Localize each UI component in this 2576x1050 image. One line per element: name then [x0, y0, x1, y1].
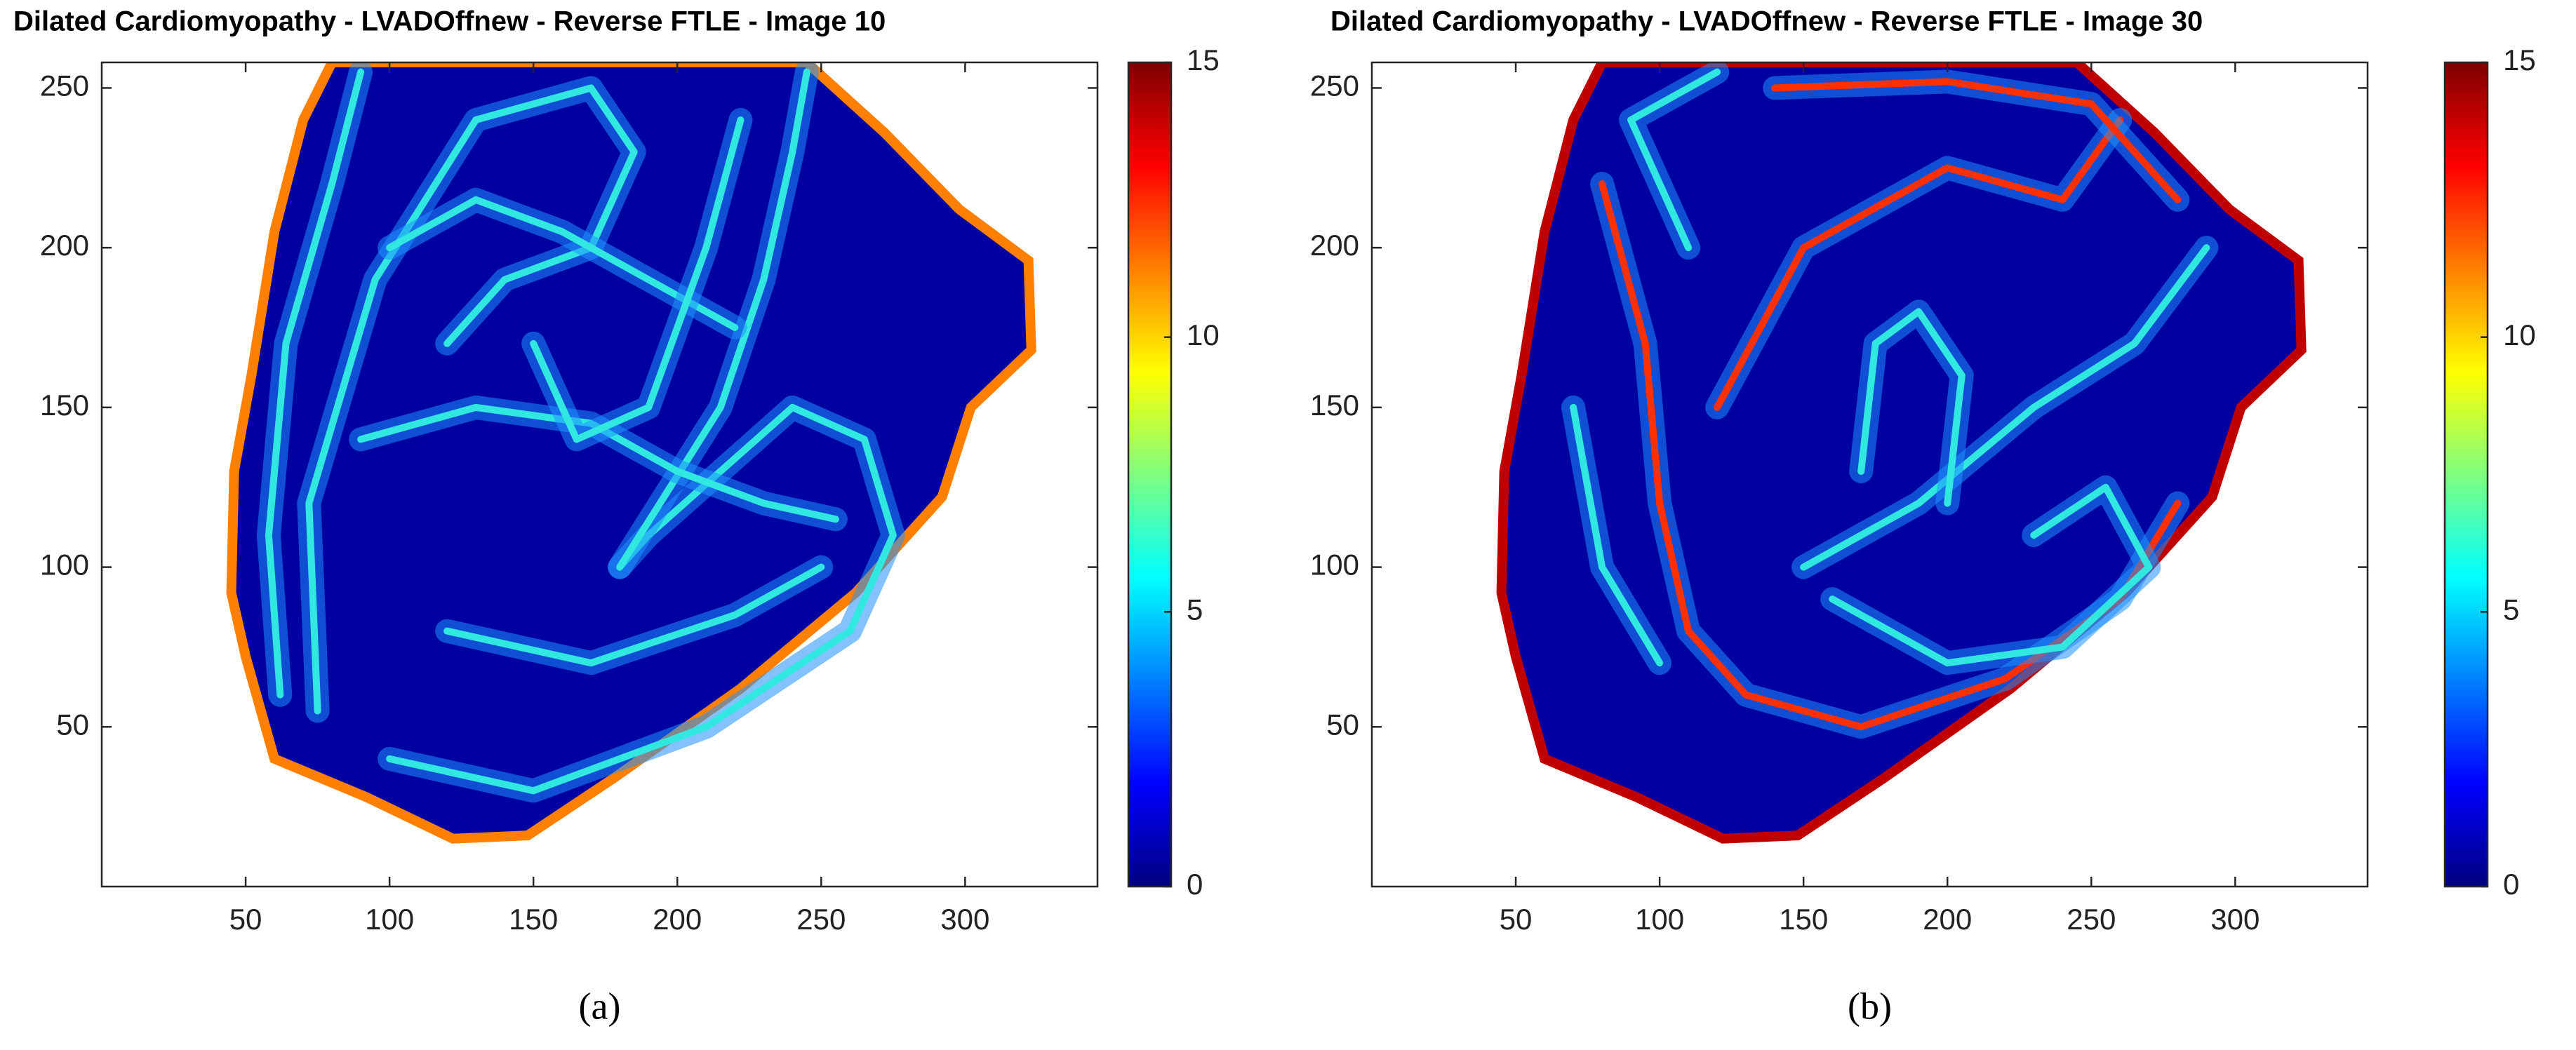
field-streak — [443, 563, 825, 667]
colorbar-tick-label: 15 — [2503, 43, 2536, 76]
x-tick-label: 200 — [653, 903, 702, 936]
x-tick-label: 50 — [1500, 903, 1533, 936]
field-streak — [1570, 403, 1664, 667]
y-tick-label: 250 — [1310, 69, 1359, 102]
axes-box — [1370, 61, 2369, 888]
field-streak — [1771, 78, 2182, 203]
x-tick-label: 300 — [2210, 903, 2260, 936]
x-tick-label: 250 — [2067, 903, 2116, 936]
x-tick-label: 100 — [365, 903, 414, 936]
y-tick-label: 50 — [1326, 708, 1359, 741]
panel-title: Dilated Cardiomyopathy - LVADOffnew - Re… — [1330, 6, 2203, 37]
colorbar — [2443, 61, 2489, 888]
y-tick-label: 250 — [40, 69, 89, 102]
ftle-field — [1496, 62, 2307, 844]
x-tick-label: 300 — [940, 903, 989, 936]
field-streak — [530, 116, 745, 443]
y-tick-label: 50 — [56, 708, 89, 741]
colorbar-tick-label: 5 — [1187, 593, 1203, 626]
colorbar-tick-label: 5 — [2503, 593, 2519, 626]
colorbar-tick-label: 10 — [2503, 318, 2536, 351]
field-streak — [357, 403, 839, 523]
colorbar-tick-label: 15 — [1187, 43, 1220, 76]
x-tick-label: 150 — [509, 903, 558, 936]
y-tick-label: 200 — [40, 229, 89, 262]
x-tick-label: 100 — [1635, 903, 1684, 936]
y-tick-label: 150 — [40, 389, 89, 422]
field-streak — [305, 84, 638, 715]
panel: Dilated Cardiomyopathy - LVADOffnew - Re… — [1310, 6, 2536, 1028]
colorbar-tick-label: 0 — [2503, 868, 2519, 901]
colorbar-tick-label: 10 — [1187, 318, 1220, 351]
panel-title: Dilated Cardiomyopathy - LVADOffnew - Re… — [13, 6, 886, 37]
x-tick-label: 50 — [229, 903, 262, 936]
colorbar — [1127, 61, 1173, 888]
field-streak — [1829, 483, 2153, 667]
field-streak — [386, 403, 897, 795]
field-streak — [1714, 116, 2124, 411]
field-streak — [1857, 308, 1966, 507]
y-tick-label: 200 — [1310, 229, 1359, 262]
colorbar-tick-label: 0 — [1187, 868, 1203, 901]
x-tick-label: 200 — [1923, 903, 1972, 936]
axes-box — [100, 61, 1099, 888]
x-tick-label: 150 — [1779, 903, 1828, 936]
y-tick-label: 100 — [1310, 548, 1359, 581]
y-tick-label: 100 — [40, 548, 89, 581]
field-streak — [1627, 68, 1721, 252]
field-streak — [265, 68, 365, 699]
panel-label: (a) — [579, 985, 621, 1027]
panel-label: (b) — [1848, 985, 1892, 1027]
field-streak — [616, 68, 810, 571]
y-tick-label: 150 — [1310, 389, 1359, 422]
panel: Dilated Cardiomyopathy - LVADOffnew - Re… — [13, 6, 1220, 1028]
ftle-field — [226, 62, 1036, 844]
x-tick-label: 250 — [796, 903, 846, 936]
field-streak — [1800, 244, 2210, 571]
